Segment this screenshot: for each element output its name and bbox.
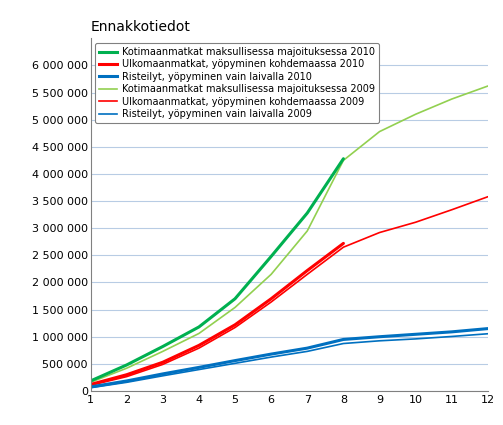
Legend: Kotimaanmatkat maksullisessa majoituksessa 2010, Ulkomaanmatkat, yöpyminen kohde: Kotimaanmatkat maksullisessa majoitukses… (96, 43, 379, 123)
Text: Ennakkotiedot: Ennakkotiedot (91, 20, 191, 34)
